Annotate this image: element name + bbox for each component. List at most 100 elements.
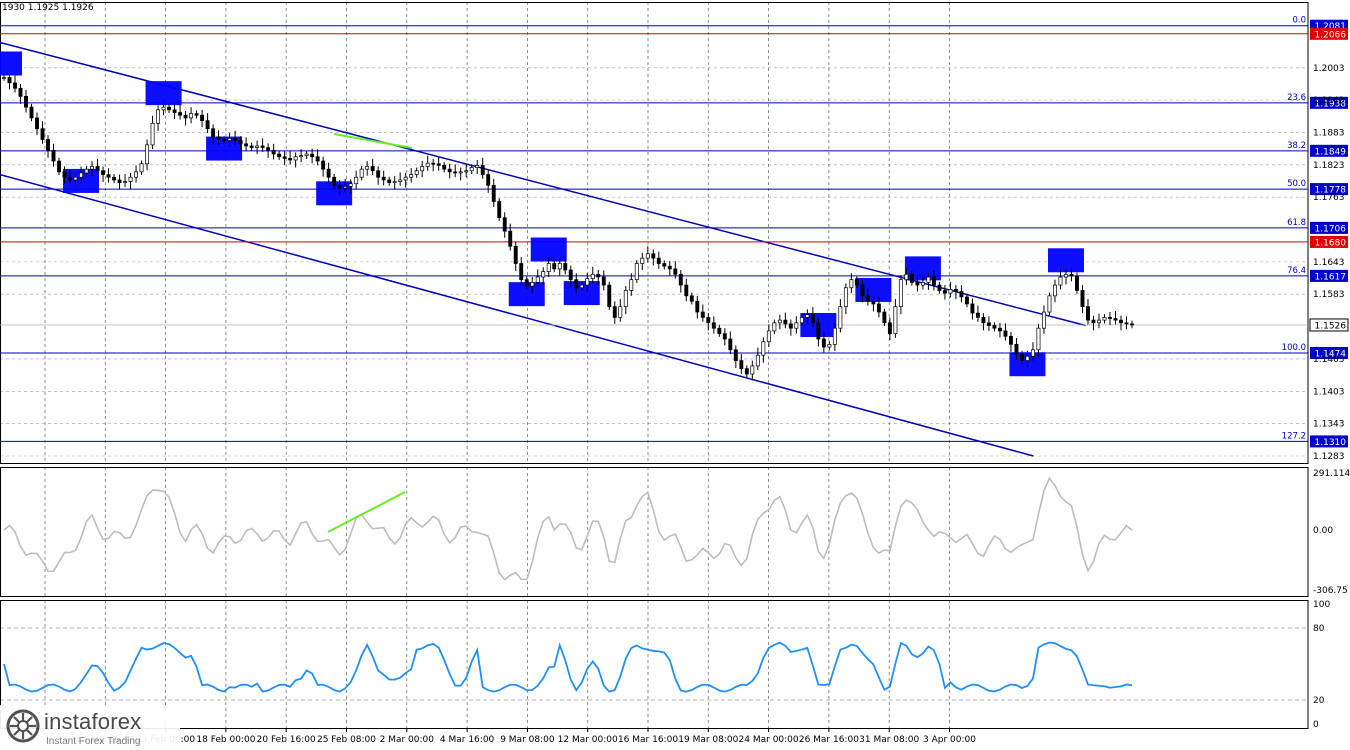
- panel-frame: [0, 600, 1309, 729]
- candle-body: [464, 170, 469, 173]
- candle-body: [1080, 290, 1085, 307]
- candle-body: [299, 155, 304, 158]
- current-price-tag: [1309, 318, 1349, 332]
- candle-body: [975, 312, 980, 318]
- candle-body: [266, 147, 271, 151]
- cci-line: [3, 476, 1133, 581]
- x-tick-label: 19 Mar 08:00: [678, 735, 738, 745]
- candle-body: [255, 145, 260, 148]
- candle-body: [728, 338, 733, 351]
- price-tag-label: 1.1849: [1315, 147, 1347, 157]
- candle-body: [178, 112, 183, 116]
- candle-body: [843, 287, 848, 307]
- candle-body: [568, 269, 573, 281]
- candle-body: [695, 300, 700, 313]
- candle-body: [788, 323, 793, 329]
- candle-body: [656, 257, 661, 264]
- candle-body: [821, 338, 826, 348]
- candle-body: [90, 166, 94, 170]
- candle-body: [898, 279, 903, 307]
- candle-body: [1108, 317, 1112, 319]
- candle-body: [662, 263, 667, 267]
- price-tag-bg: [1310, 96, 1348, 109]
- logo-tagline: Instant Forex Trading: [46, 736, 141, 747]
- y-tick-label: 1.2003: [1313, 64, 1345, 74]
- candle-body: [233, 138, 238, 141]
- candle-body: [992, 325, 997, 329]
- candle-body: [755, 354, 760, 367]
- candle-body: [332, 176, 337, 186]
- candle-body: [981, 317, 986, 324]
- y-tick-label: 1.1763: [1313, 193, 1345, 203]
- x-tick-label: 20 Feb 16:00: [257, 735, 316, 745]
- cci-axis-label: 0.00: [1313, 526, 1333, 536]
- candle-body: [1069, 273, 1074, 277]
- rsi-axis-label: 100: [1313, 600, 1330, 610]
- candle-body: [491, 184, 496, 202]
- candle-body: [293, 156, 298, 161]
- candle-body: [722, 333, 727, 340]
- candle-body: [871, 300, 876, 305]
- candle-body: [541, 271, 546, 278]
- candle-body: [414, 170, 419, 175]
- candle-body: [222, 139, 227, 141]
- fib-level-label: 127.2: [1282, 431, 1306, 441]
- candle-body: [475, 165, 480, 168]
- candle-body: [40, 128, 45, 140]
- candle-body: [2, 77, 6, 79]
- price-tag-label: 1.1778: [1315, 186, 1347, 196]
- candle-body: [497, 201, 502, 219]
- swing-marker-box: [0, 51, 22, 76]
- candle-body: [398, 179, 403, 182]
- candle-body: [777, 319, 782, 324]
- channel-lower-line: [0, 173, 1034, 457]
- candle-body: [79, 172, 83, 178]
- ohlc-readout: 1930 1.1925 1.1926: [2, 3, 94, 13]
- candle-body: [673, 268, 678, 275]
- candle-body: [183, 114, 188, 119]
- fib-level-label: 0.0: [1292, 16, 1306, 26]
- candle-body: [392, 181, 397, 183]
- price-tag-label: 1.1680: [1315, 238, 1347, 248]
- candle-body: [876, 303, 881, 313]
- candle-body: [865, 295, 870, 302]
- candle-body: [249, 145, 254, 148]
- candle-body: [128, 176, 133, 182]
- candle-body: [1064, 273, 1068, 278]
- candle-body: [189, 113, 194, 119]
- price-tag-bg: [1310, 221, 1348, 234]
- rsi-indicator: 100 80 20 0: [0, 600, 1330, 730]
- candle-body: [1119, 319, 1123, 324]
- candle-body: [343, 186, 348, 189]
- candle-body: [508, 230, 513, 247]
- candle-body: [854, 279, 859, 286]
- fib-level-label: 76.4: [1287, 266, 1306, 276]
- cci-axis-label: -306.75: [1313, 586, 1348, 596]
- candle-body: [211, 128, 216, 138]
- candle-body: [277, 153, 282, 158]
- candle-body: [882, 311, 887, 324]
- fib-levels: 0.0 1.2081 23.6 1.1938 38.2 1.1849 50.0 1.1778 6…: [0, 16, 1349, 448]
- candle-body: [123, 181, 128, 183]
- candle-body: [1058, 276, 1063, 286]
- price-tag-bg: [1310, 269, 1348, 282]
- candle-body: [161, 106, 166, 111]
- candle-body: [645, 253, 650, 259]
- candle-body: [359, 168, 364, 178]
- candle-body: [783, 319, 788, 325]
- candle-body: [1042, 311, 1046, 329]
- candle-body: [535, 276, 540, 283]
- candle-body: [458, 171, 463, 174]
- candle-body: [365, 166, 370, 170]
- candle-body: [623, 290, 628, 307]
- candle-body: [117, 179, 122, 183]
- candle-body: [585, 278, 590, 286]
- fib-level-label: 61.8: [1287, 218, 1306, 228]
- candle-body: [827, 344, 832, 348]
- candle-body: [799, 317, 804, 324]
- candle-body: [145, 144, 150, 165]
- candle-body: [667, 265, 672, 270]
- candle-body: [112, 176, 116, 181]
- x-tick-label: 9 Mar 08:00: [500, 735, 555, 745]
